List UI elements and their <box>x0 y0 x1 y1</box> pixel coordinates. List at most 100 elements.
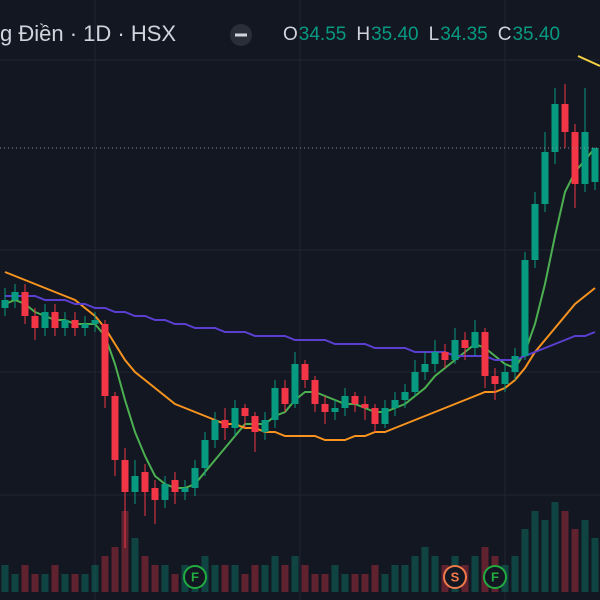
candle-body <box>551 104 559 152</box>
candle-body <box>311 380 319 404</box>
volume-bar <box>71 574 79 592</box>
volume-bar <box>511 556 519 592</box>
legend: g Điền · 1D · HSX O 34.55 H 35.40 L 34.35 C 35.… <box>0 21 560 46</box>
candle-body <box>31 316 39 328</box>
volume-bar <box>381 574 389 592</box>
candle-body <box>381 408 389 424</box>
candle-body <box>71 320 79 328</box>
candle-body <box>111 396 119 460</box>
candle-body <box>51 312 59 328</box>
volume-bar <box>171 574 179 592</box>
candle-body <box>361 404 369 408</box>
candle-body <box>271 388 279 420</box>
volume-bar <box>471 556 479 592</box>
volume-bar <box>1 565 9 592</box>
volume-bar <box>221 565 229 592</box>
ohlc-value: 34.35 <box>440 24 488 45</box>
volume-bar <box>421 547 429 592</box>
volume-bar <box>51 565 59 592</box>
candle-body <box>591 148 599 182</box>
candle-body <box>131 476 139 492</box>
candle-body <box>531 204 539 260</box>
volume-bar <box>271 556 279 592</box>
volume-bar <box>551 502 559 592</box>
ohlc-key: L <box>429 24 440 45</box>
candle-body <box>401 392 409 400</box>
candle-body <box>161 484 169 500</box>
candle-body <box>281 388 289 404</box>
candle-body <box>581 132 589 184</box>
volume-bar <box>561 511 569 592</box>
volume-bar <box>591 538 599 592</box>
volume-bar <box>101 556 109 592</box>
volume-bar <box>151 565 159 592</box>
candle-body <box>501 372 509 384</box>
candle-body <box>541 152 549 204</box>
candle-body <box>321 404 329 412</box>
candle-body <box>141 472 149 492</box>
volume-bar <box>261 565 269 592</box>
volume-bar <box>11 574 19 592</box>
candle-body <box>511 356 519 372</box>
candle-body <box>171 480 179 492</box>
candle-body <box>371 408 379 424</box>
candle-body <box>241 408 249 416</box>
volume-bar <box>121 511 129 592</box>
candle-body <box>481 332 489 376</box>
event-marker <box>443 565 467 589</box>
volume-bar <box>531 511 539 592</box>
volume-bar <box>361 574 369 592</box>
symbol-title: g Điền · 1D · HSX <box>0 21 176 46</box>
volume-bar <box>571 529 579 592</box>
candle-body <box>441 352 449 360</box>
candle-body <box>61 320 69 328</box>
candle-body <box>41 312 49 328</box>
candle-body <box>261 420 269 432</box>
candle-body <box>151 488 159 500</box>
ohlc-value: 35.40 <box>371 24 419 45</box>
candle-body <box>231 408 239 428</box>
moving-average <box>5 295 596 361</box>
ohlc-value: 34.55 <box>299 24 347 45</box>
volume-bar <box>81 574 89 592</box>
candle-body <box>121 460 129 492</box>
candle-body <box>451 340 459 360</box>
candle-body <box>101 324 109 396</box>
volume-bar <box>371 565 379 592</box>
candle-body <box>191 468 199 488</box>
volume-bar <box>341 574 349 592</box>
volume-bar <box>541 520 549 592</box>
volume-bar <box>351 574 359 592</box>
volume-bar <box>401 565 409 592</box>
volume-bar <box>211 565 219 592</box>
candle-body <box>411 372 419 392</box>
volume-bar <box>431 556 439 592</box>
volume-bar <box>241 574 249 592</box>
candle-body <box>391 400 399 408</box>
volume-bar <box>61 574 69 592</box>
candle-body <box>1 300 9 308</box>
candle-body <box>21 292 29 316</box>
volume-bar <box>91 565 99 592</box>
event-label: F <box>191 569 199 584</box>
candle-body <box>251 416 259 432</box>
volume-bar <box>131 538 139 592</box>
event-marker <box>183 565 207 589</box>
volume-bar <box>311 574 319 592</box>
candle-body <box>461 340 469 348</box>
volume-bar <box>41 574 49 592</box>
volume-bar <box>251 565 259 592</box>
ohlc-value: 35.40 <box>512 24 560 45</box>
collapse-icon <box>235 33 247 37</box>
candle-body <box>91 320 99 324</box>
candle-body <box>341 396 349 408</box>
candle-body <box>561 104 569 132</box>
volume-bar <box>141 556 149 592</box>
volume-bar <box>231 565 239 592</box>
volume-bar <box>31 574 39 592</box>
candle-body <box>301 364 309 380</box>
volume-bar <box>321 574 329 592</box>
